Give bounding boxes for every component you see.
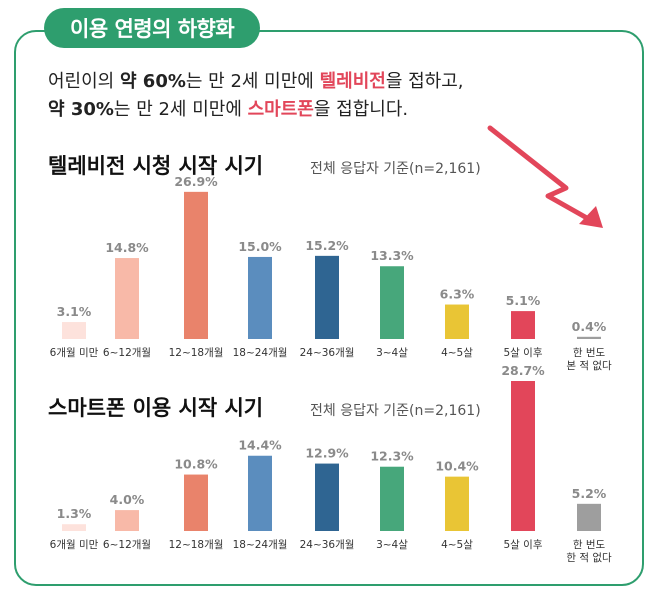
tv-chart-subtitle: 전체 응답자 기준(n=2,161)	[310, 161, 481, 177]
tv-category-label-3: 18~24개월	[233, 347, 288, 359]
tv-category-label-8-1: 본 적 없다	[566, 359, 612, 372]
tv-category-label-5: 3~4살	[376, 347, 408, 359]
phone-bar-2	[184, 474, 208, 531]
intro-line1-mid: 는 만 2세 미만에	[185, 71, 320, 92]
phone-value-label-0: 1.3%	[57, 506, 92, 521]
tv-bar-8	[577, 336, 601, 339]
tv-value-label-6: 6.3%	[440, 287, 475, 302]
phone-value-label-7: 28.7%	[501, 363, 545, 378]
intro-line2-pct: 약 30%	[48, 99, 114, 120]
phone-bar-8	[577, 503, 601, 531]
phone-bar-0	[62, 524, 86, 531]
tv-category-label-7: 5살 이후	[504, 347, 543, 359]
phone-category-label-1: 6~12개월	[103, 539, 151, 551]
tv-category-label-4: 24~36개월	[300, 347, 355, 359]
phone-value-label-3: 14.4%	[238, 438, 282, 453]
phone-value-label-5: 12.3%	[370, 449, 414, 464]
tv-bar-5	[380, 266, 404, 339]
header-title: 이용 연령의 하향화	[44, 8, 261, 48]
tv-value-label-8: 0.4%	[572, 319, 607, 334]
phone-category-label-7: 5살 이후	[504, 539, 543, 551]
tv-category-label-1: 6~12개월	[103, 347, 151, 359]
tv-value-label-3: 15.0%	[238, 239, 282, 254]
tv-value-label-2: 26.9%	[174, 174, 218, 189]
phone-bar-chart: 1.3% 6개월 미만 4.0% 6~12개월 10.8% 12~18개월 14.4% 18~…	[50, 363, 612, 564]
intro-tv-highlight: 텔레비전	[319, 71, 386, 92]
trend-arrow-icon	[487, 125, 603, 228]
phone-category-label-8-1: 한 적 없다	[566, 551, 612, 564]
intro-line-1: 어린이의 약 60%는 만 2세 미만에 텔레비전을 접하고,	[48, 68, 464, 96]
tv-value-label-4: 15.2%	[305, 238, 349, 253]
intro-line-2: 약 30%는 만 2세 미만에 스마트폰을 접합니다.	[48, 96, 464, 124]
phone-category-label-5: 3~4살	[376, 539, 408, 551]
phone-bar-6	[445, 476, 469, 531]
phone-category-label-8-0: 한 번도	[573, 539, 606, 551]
phone-bar-1	[115, 510, 139, 531]
phone-value-label-2: 10.8%	[174, 457, 218, 472]
phone-category-label-6: 4~5살	[441, 539, 473, 551]
intro-phone-highlight: 스마트폰	[247, 99, 314, 120]
tv-bar-6	[445, 304, 469, 339]
tv-category-label-8-0: 한 번도	[573, 347, 606, 359]
infographic-frame	[14, 30, 644, 586]
tv-chart-title: 텔레비전 시청 시작 시기	[48, 154, 264, 178]
phone-chart-subtitle: 전체 응답자 기준(n=2,161)	[310, 403, 481, 419]
phone-category-label-4: 24~36개월	[300, 539, 355, 551]
tv-category-label-2: 12~18개월	[169, 347, 224, 359]
tv-bar-4	[315, 255, 339, 339]
tv-bar-3	[248, 256, 272, 339]
intro-line1-prefix: 어린이의	[48, 71, 120, 92]
phone-bar-3	[248, 455, 272, 531]
intro-line1-pct: 약 60%	[119, 71, 186, 92]
tv-value-label-5: 13.3%	[370, 248, 414, 263]
tv-bar-2	[184, 191, 208, 339]
tv-bar-0	[62, 322, 86, 339]
tv-value-label-1: 14.8%	[105, 240, 149, 255]
tv-bar-1	[115, 258, 139, 339]
phone-category-label-3: 18~24개월	[233, 539, 288, 551]
phone-chart-title: 스마트폰 이용 시작 시기	[48, 396, 264, 420]
intro-line2-mid: 는 만 2세 미만에	[113, 99, 248, 120]
tv-bar-7	[511, 311, 535, 339]
phone-value-label-4: 12.9%	[305, 446, 349, 461]
phone-category-label-2: 12~18개월	[169, 539, 224, 551]
phone-value-label-6: 10.4%	[435, 459, 479, 474]
phone-value-label-8: 5.2%	[572, 486, 607, 501]
phone-bar-7	[511, 381, 535, 531]
tv-category-label-0: 6개월 미만	[50, 347, 99, 359]
tv-value-label-7: 5.1%	[506, 293, 541, 308]
phone-value-label-1: 4.0%	[110, 492, 145, 507]
phone-category-label-0: 6개월 미만	[50, 539, 99, 551]
intro-line2-suffix: 을 접합니다.	[313, 99, 409, 120]
intro-line1-suffix: 을 접하고,	[385, 71, 464, 92]
tv-value-label-0: 3.1%	[57, 304, 92, 319]
tv-category-label-6: 4~5살	[441, 347, 473, 359]
phone-bar-4	[315, 463, 339, 531]
phone-bar-5	[380, 466, 404, 531]
tv-bar-chart: 3.1% 6개월 미만 14.8% 6~12개월 26.9% 12~18개월 15.0% 18…	[50, 174, 612, 372]
intro-text: 어린이의 약 60%는 만 2세 미만에 텔레비전을 접하고, 약 30%는 만…	[48, 68, 464, 124]
